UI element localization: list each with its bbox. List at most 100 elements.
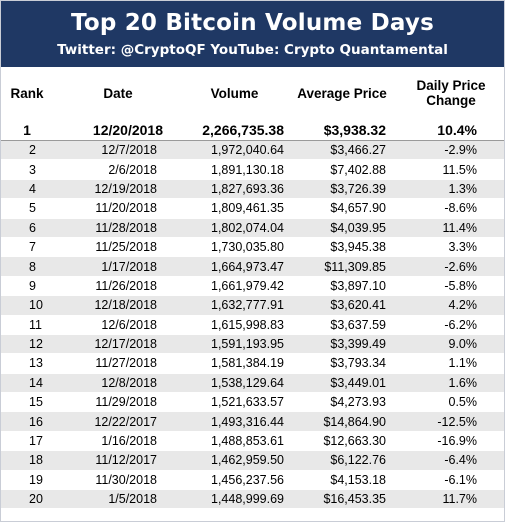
average-price-cell: $3,726.39	[330, 181, 386, 196]
table-row: 1 12/20/2018 2,266,735.38 $3,938.32 10.4%	[1, 119, 504, 141]
average-price-cell: $3,466.27	[330, 143, 386, 158]
volume-cell: 1,632,777.91	[211, 298, 284, 313]
date-cell: 11/12/2017	[95, 453, 157, 468]
average-price-cell: $3,399.49	[330, 337, 386, 352]
rank-cell: 11	[29, 317, 42, 332]
daily-change-cell: -8.6%	[444, 201, 477, 216]
average-price-cell: $14,864.90	[323, 414, 386, 429]
table-row: 8 1/17/2018 1,664,973.47 $11,309.85 -2.6%	[1, 257, 504, 277]
volume-cell: 1,802,074.04	[211, 220, 284, 235]
volume-cell: 1,488,853.61	[211, 434, 284, 449]
volume-cell: 2,266,735.38	[202, 121, 284, 138]
average-price-cell: $12,663.30	[323, 434, 386, 449]
daily-change-cell: 0.5%	[448, 395, 478, 410]
daily-change-cell: 11.7%	[442, 492, 477, 507]
date-cell: 11/30/2018	[95, 472, 157, 487]
date-cell: 1/5/2018	[108, 492, 157, 507]
average-price-cell: $4,153.18	[330, 472, 386, 487]
rank-cell: 5	[29, 201, 36, 216]
volume-cell: 1,827,693.36	[211, 181, 284, 196]
daily-change-cell: 1.1%	[448, 356, 478, 371]
table-header: Rank Date Volume Average Price Daily Pri…	[1, 67, 504, 119]
volume-cell: 1,456,237.56	[211, 472, 284, 487]
table-row: 3 2/6/2018 1,891,130.18 $7,402.88 11.5%	[1, 160, 504, 180]
volume-cell: 1,730,035.80	[211, 240, 284, 255]
table-row: 17 1/16/2018 1,488,853.61 $12,663.30 -16.9%	[1, 432, 504, 452]
volume-cell: 1,462,959.50	[211, 453, 284, 468]
date-cell: 11/26/2018	[95, 278, 157, 293]
average-price-cell: $3,945.38	[330, 240, 386, 255]
average-price-cell: $3,637.59	[330, 317, 386, 332]
volume-cell: 1,493,316.44	[211, 414, 284, 429]
table-row: 15 11/29/2018 1,521,633.57 $4,273.93 0.5%	[1, 393, 504, 413]
average-price-cell: $16,453.35	[323, 492, 386, 507]
average-price-cell: $4,039.95	[330, 220, 386, 235]
daily-change-cell: -6.1%	[444, 472, 477, 487]
header-volume: Volume	[210, 85, 259, 101]
daily-change-cell: 10.4%	[437, 121, 477, 138]
date-cell: 11/20/2018	[95, 201, 157, 216]
rank-cell: 8	[29, 259, 36, 274]
header-rank: Rank	[10, 85, 44, 101]
header-daily-price-change-line2: Change	[426, 93, 476, 108]
table-body: 1 12/20/2018 2,266,735.38 $3,938.32 10.4% 2 12…	[1, 119, 504, 510]
rank-cell: 19	[29, 472, 43, 487]
average-price-cell: $4,273.93	[330, 395, 386, 410]
rank-cell: 2	[29, 143, 36, 158]
volume-cell: 1,591,193.95	[211, 337, 284, 352]
table-row: 2 12/7/2018 1,972,040.64 $3,466.27 -2.9%	[1, 141, 504, 161]
header-average-price: Average Price	[297, 85, 387, 101]
table-row: 18 11/12/2017 1,462,959.50 $6,122.76 -6.4%	[1, 451, 504, 471]
average-price-cell: $3,620.41	[330, 298, 386, 313]
daily-change-cell: 9.0%	[448, 337, 478, 352]
daily-change-cell: 11.4%	[442, 220, 477, 235]
rank-cell: 14	[29, 375, 43, 390]
date-cell: 11/25/2018	[95, 240, 157, 255]
table-row: 11 12/6/2018 1,615,998.83 $3,637.59 -6.2%	[1, 316, 504, 335]
average-price-cell: $3,793.34	[330, 356, 386, 371]
date-cell: 12/22/2017	[94, 414, 157, 429]
table-row: 14 12/8/2018 1,538,129.64 $3,449.01 1.6%	[1, 373, 504, 394]
daily-change-cell: 1.3%	[448, 181, 478, 196]
table-row: 12 12/17/2018 1,591,193.95 $3,399.49 9.0%	[1, 334, 504, 355]
table-row: 7 11/25/2018 1,730,035.80 $3,945.38 3.3%	[1, 238, 504, 258]
date-cell: 11/27/2018	[95, 356, 157, 371]
volume-cell: 1,661,979.42	[211, 278, 284, 293]
header-daily-price-change: Daily Price Change	[398, 78, 504, 108]
daily-change-cell: -5.8%	[444, 278, 477, 293]
rank-cell: 7	[29, 240, 36, 255]
table-row: 9 11/26/2018 1,661,979.42 $3,897.10 -5.8%	[1, 277, 504, 297]
average-price-cell: $3,938.32	[323, 121, 386, 138]
daily-change-cell: 4.2%	[448, 298, 478, 313]
daily-change-cell: 11.5%	[442, 162, 477, 177]
table-row: 10 12/18/2018 1,632,777.91 $3,620.41 4.2%	[1, 296, 504, 316]
daily-change-cell: -6.2%	[444, 317, 477, 332]
average-price-cell: $4,657.90	[330, 201, 386, 216]
rank-cell: 20	[29, 492, 43, 507]
average-price-cell: $6,122.76	[330, 453, 386, 468]
rank-cell: 12	[29, 337, 43, 352]
page-title: Top 20 Bitcoin Volume Days	[71, 10, 434, 36]
rank-cell: 6	[29, 220, 36, 235]
table-row: 16 12/22/2017 1,493,316.44 $14,864.90 -12.5%	[1, 412, 504, 432]
table-row: 4 12/19/2018 1,827,693.36 $3,726.39 1.3%	[1, 179, 504, 200]
average-price-cell: $3,897.10	[330, 278, 386, 293]
date-cell: 1/16/2018	[101, 434, 157, 449]
daily-change-cell: 3.3%	[448, 240, 478, 255]
volume-cell: 1,972,040.64	[211, 143, 284, 158]
table-row: 19 11/30/2018 1,456,237.56 $4,153.18 -6.1%	[1, 471, 504, 491]
rank-cell: 1	[23, 121, 31, 138]
date-cell: 11/28/2018	[95, 220, 157, 235]
header-date: Date	[103, 85, 133, 101]
rank-cell: 13	[29, 356, 43, 371]
date-cell: 11/29/2018	[95, 395, 157, 410]
rank-cell: 4	[29, 181, 36, 196]
volume-cell: 1,581,384.19	[211, 356, 284, 371]
date-cell: 12/19/2018	[94, 181, 157, 196]
rank-cell: 15	[29, 395, 43, 410]
volume-cell: 1,538,129.64	[211, 375, 284, 390]
daily-change-cell: -12.5%	[437, 414, 477, 429]
date-cell: 2/6/2018	[108, 162, 157, 177]
volume-cell: 1,521,633.57	[211, 395, 284, 410]
